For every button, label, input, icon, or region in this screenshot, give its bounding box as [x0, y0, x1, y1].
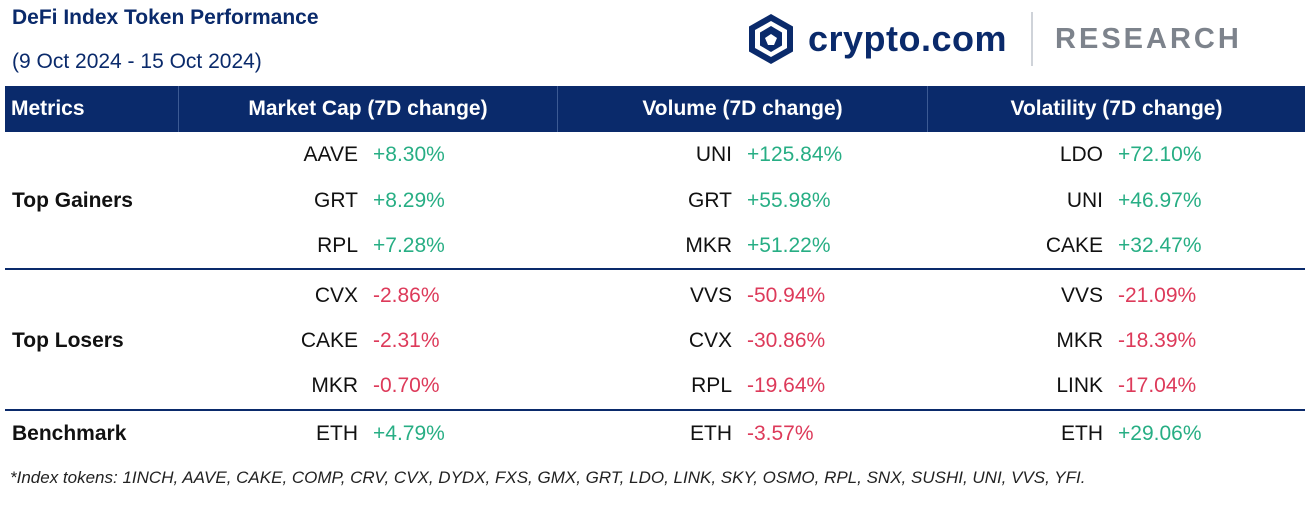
- change-value: -0.70%: [373, 374, 440, 397]
- change-value: +46.97%: [1118, 189, 1202, 212]
- header-volatility: Volatility (7D change): [1010, 97, 1223, 120]
- token-symbol: CVX: [688, 329, 732, 352]
- change-value: -30.86%: [747, 329, 826, 352]
- token-symbol: VVS: [689, 284, 732, 307]
- section-label: Top Gainers: [12, 189, 133, 212]
- token-symbol: GRT: [688, 189, 732, 212]
- token-symbol: UNI: [695, 143, 732, 166]
- change-value: -2.31%: [373, 329, 440, 352]
- change-value: +72.10%: [1118, 143, 1202, 166]
- crypto-com-logo-icon: [749, 14, 793, 64]
- token-symbol: ETH: [1061, 422, 1103, 445]
- token-symbol: GRT: [314, 189, 358, 212]
- page-subtitle: (9 Oct 2024 - 15 Oct 2024): [12, 50, 262, 73]
- token-symbol: MKR: [685, 234, 732, 257]
- token-symbol: UNI: [1066, 189, 1103, 212]
- token-symbol: CAKE: [1045, 234, 1103, 257]
- section-divider: [5, 409, 1305, 411]
- token-symbol: ETH: [316, 422, 358, 445]
- header-divider: [927, 86, 928, 132]
- footnote: *Index tokens: 1INCH, AAVE, CAKE, COMP, …: [10, 468, 1086, 487]
- section-label: Benchmark: [12, 422, 127, 445]
- page-title: DeFi Index Token Performance: [12, 6, 319, 29]
- header-market-cap: Market Cap (7D change): [248, 97, 488, 120]
- token-symbol: RPL: [691, 374, 732, 397]
- change-value: +125.84%: [747, 143, 843, 166]
- header-divider: [178, 86, 179, 132]
- header-divider: [557, 86, 558, 132]
- token-symbol: CVX: [314, 284, 358, 307]
- token-symbol: CAKE: [300, 329, 358, 352]
- section-label: Top Losers: [12, 329, 124, 352]
- change-value: -19.64%: [747, 374, 826, 397]
- table-header: Metrics Market Cap (7D change) Volume (7…: [5, 86, 1305, 132]
- change-value: +8.30%: [373, 143, 445, 166]
- token-symbol: RPL: [317, 234, 358, 257]
- change-value: -2.86%: [373, 284, 440, 307]
- change-value: +7.28%: [373, 234, 445, 257]
- token-symbol: LINK: [1056, 374, 1103, 397]
- header-volume: Volume (7D change): [642, 97, 843, 120]
- change-value: +32.47%: [1118, 234, 1202, 257]
- brand-research-label: RESEARCH: [1055, 22, 1242, 55]
- change-value: +55.98%: [747, 189, 831, 212]
- token-symbol: LDO: [1059, 143, 1103, 166]
- section-divider: [5, 268, 1305, 270]
- brand-name: crypto.com: [808, 18, 1008, 59]
- change-value: +4.79%: [373, 422, 445, 445]
- change-value: +51.22%: [747, 234, 831, 257]
- change-value: -50.94%: [747, 284, 826, 307]
- change-value: -3.57%: [747, 422, 814, 445]
- token-symbol: MKR: [1056, 329, 1103, 352]
- change-value: -17.04%: [1118, 374, 1197, 397]
- token-symbol: ETH: [690, 422, 732, 445]
- change-value: +8.29%: [373, 189, 445, 212]
- header-metrics: Metrics: [11, 97, 85, 120]
- change-value: -21.09%: [1118, 284, 1197, 307]
- change-value: -18.39%: [1118, 329, 1197, 352]
- token-symbol: MKR: [311, 374, 358, 397]
- change-value: +29.06%: [1118, 422, 1202, 445]
- token-symbol: VVS: [1060, 284, 1103, 307]
- token-symbol: AAVE: [303, 143, 358, 166]
- brand-logo: crypto.com RESEARCH: [748, 10, 1242, 68]
- brand-divider: [1031, 12, 1034, 66]
